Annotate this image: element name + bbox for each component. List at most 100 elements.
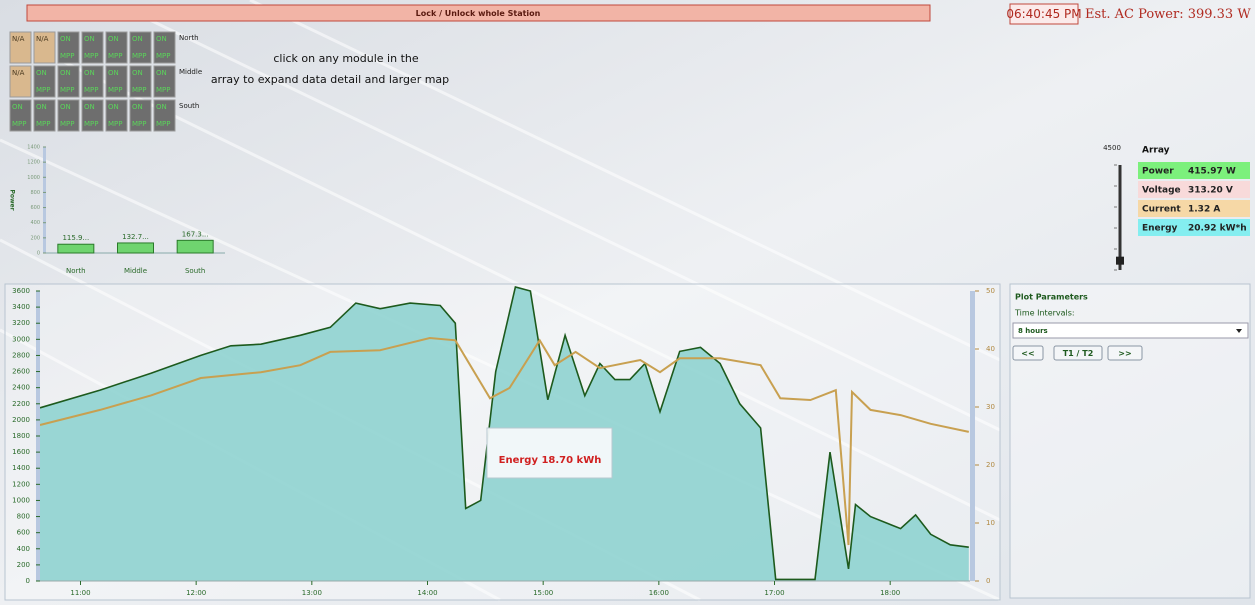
module-cell[interactable]: [57, 99, 80, 132]
module-cell[interactable]: [9, 99, 32, 132]
module-cell[interactable]: [33, 65, 56, 98]
module-cell[interactable]: [153, 65, 176, 98]
select-arrow: [1236, 329, 1242, 333]
array-row-value: 20.92 kW*h: [1188, 224, 1247, 234]
module-status: ON: [156, 103, 167, 111]
interval-select[interactable]: [1012, 322, 1249, 339]
x-tick-label: 12:00: [186, 589, 206, 597]
module-cell[interactable]: [33, 99, 56, 132]
module-mode: MPP: [132, 120, 146, 128]
module-cell[interactable]: [153, 31, 176, 64]
bar[interactable]: [176, 239, 214, 254]
module-cell[interactable]: [57, 65, 80, 98]
module-cell[interactable]: [105, 31, 128, 64]
module-cell[interactable]: [129, 99, 152, 132]
y-tick-label: 200: [30, 235, 40, 241]
array-row: [1138, 200, 1250, 217]
array-row-label: Energy: [1142, 224, 1178, 234]
plot-button-label: <<: [1021, 349, 1034, 358]
y2-tick-label: 20: [986, 461, 995, 469]
y-tick-label: 1400: [27, 145, 40, 151]
y-tick-label: 800: [17, 513, 30, 521]
module-row-label: Middle: [179, 68, 202, 76]
x-tick-label: 11:00: [70, 589, 90, 597]
ac-power: Est. AC Power: 399.33 W: [1085, 7, 1251, 22]
array-row-label: Current: [1142, 205, 1181, 215]
x-tick-label: 13:00: [302, 589, 322, 597]
module-cell[interactable]: [33, 31, 56, 64]
module-status: ON: [12, 103, 23, 111]
plot-button[interactable]: [1012, 345, 1044, 361]
lock-button[interactable]: [26, 4, 931, 22]
module-status: ON: [132, 69, 143, 77]
array-row-label: Voltage: [1142, 186, 1181, 196]
annotation-box: [486, 427, 613, 479]
y-tick-label: 0: [37, 251, 40, 257]
y-tick-label: 2600: [12, 368, 30, 376]
y-tick-label: 1800: [12, 432, 30, 440]
module-status: ON: [84, 35, 95, 43]
module-mode: MPP: [12, 120, 26, 128]
plot-button[interactable]: [1107, 345, 1143, 361]
bar[interactable]: [57, 243, 95, 254]
line: [39, 286, 969, 581]
module-mode: MPP: [84, 86, 98, 94]
clock: 06:40:45 PM: [1006, 7, 1081, 21]
module-cell[interactable]: [9, 31, 32, 64]
y-tick-label: 600: [30, 205, 40, 211]
y-tick-label: 400: [17, 545, 30, 553]
module-mode: MPP: [132, 52, 146, 60]
y-tick-label: 2800: [12, 351, 30, 359]
module-cell[interactable]: [129, 31, 152, 64]
module-status: ON: [108, 69, 119, 77]
module-cell[interactable]: [153, 99, 176, 132]
module-mode: MPP: [156, 52, 170, 60]
plot-button[interactable]: [1053, 345, 1103, 361]
bar[interactable]: [117, 242, 154, 254]
module-cell[interactable]: [81, 65, 104, 98]
array-row-value: 1.32 A: [1188, 205, 1220, 215]
instruction: click on any module in the: [273, 52, 419, 65]
module-cell[interactable]: [105, 65, 128, 98]
module-mode: MPP: [84, 120, 98, 128]
y-tick-label: 3600: [12, 287, 30, 295]
module-status: N/A: [12, 35, 25, 43]
module-cell[interactable]: [57, 31, 80, 64]
y-tick-label: 2000: [12, 416, 30, 424]
module-status: ON: [36, 103, 47, 111]
module-cell[interactable]: [81, 99, 104, 132]
module-cell[interactable]: [81, 31, 104, 64]
y-tick-label: 1200: [12, 480, 30, 488]
y-tick-label: 200: [17, 561, 30, 569]
gauge-max: 4500: [1103, 144, 1121, 152]
y-tick-label: 2400: [12, 384, 30, 392]
module-mode: MPP: [132, 86, 146, 94]
x-tick-label: Middle: [124, 267, 147, 275]
module-status: N/A: [36, 35, 49, 43]
plot-button-label: >>: [1118, 349, 1131, 358]
x-tick-label: 18:00: [880, 589, 900, 597]
module-status: ON: [84, 103, 95, 111]
instruction: array to expand data detail and larger m…: [211, 73, 449, 86]
y2-tick-label: 10: [986, 519, 995, 527]
module-status: ON: [84, 69, 95, 77]
module-cell[interactable]: [9, 65, 32, 98]
module-row-label: North: [179, 34, 199, 42]
y-tick-label: 800: [30, 190, 40, 196]
x-tick-label: 14:00: [417, 589, 437, 597]
module-status: ON: [132, 103, 143, 111]
module-cell[interactable]: [105, 99, 128, 132]
y-tick-label: 1000: [27, 175, 40, 181]
module-cell[interactable]: [129, 65, 152, 98]
plot-button-label: T1 / T2: [1063, 349, 1094, 358]
y2-tick-label: 40: [986, 345, 995, 353]
time-intervals-label: Time Intervals:: [1014, 309, 1075, 318]
gauge-handle[interactable]: [1116, 256, 1124, 265]
y-tick-label: 3200: [12, 319, 30, 327]
module-mode: MPP: [60, 52, 74, 60]
y2-tick-label: 50: [986, 287, 995, 295]
module-status: ON: [156, 69, 167, 77]
array-row: [1138, 219, 1250, 236]
line: [39, 336, 970, 546]
